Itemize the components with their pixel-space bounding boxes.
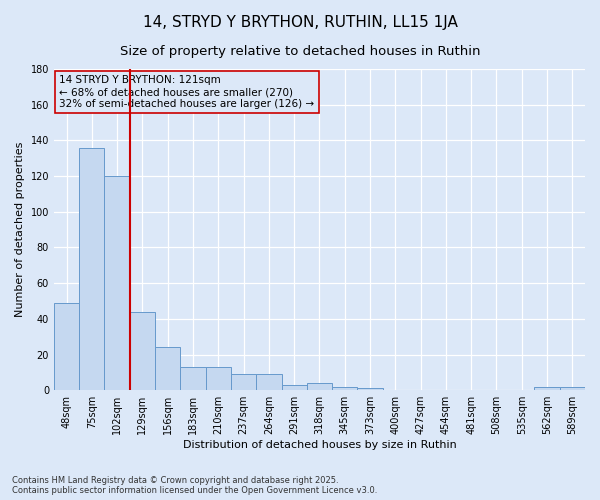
Text: 14 STRYD Y BRYTHON: 121sqm
← 68% of detached houses are smaller (270)
32% of sem: 14 STRYD Y BRYTHON: 121sqm ← 68% of deta… [59,76,314,108]
Bar [358,388,383,390]
Text: Contains HM Land Registry data © Crown copyright and database right 2025.
Contai: Contains HM Land Registry data © Crown c… [12,476,377,495]
Bar [181,367,206,390]
Bar [130,312,155,390]
X-axis label: Distribution of detached houses by size in Ruthin: Distribution of detached houses by size … [182,440,457,450]
Bar [104,176,130,390]
Bar [535,386,560,390]
Bar [332,386,358,390]
Y-axis label: Number of detached properties: Number of detached properties [15,142,25,318]
Text: Size of property relative to detached houses in Ruthin: Size of property relative to detached ho… [120,45,480,58]
Bar [560,386,585,390]
Bar [231,374,256,390]
Text: 14, STRYD Y BRYTHON, RUTHIN, LL15 1JA: 14, STRYD Y BRYTHON, RUTHIN, LL15 1JA [143,15,457,30]
Bar [206,367,231,390]
Bar [54,303,79,390]
Bar [307,383,332,390]
Bar [256,374,281,390]
Bar [155,348,181,390]
Bar [281,385,307,390]
Bar [79,148,104,390]
